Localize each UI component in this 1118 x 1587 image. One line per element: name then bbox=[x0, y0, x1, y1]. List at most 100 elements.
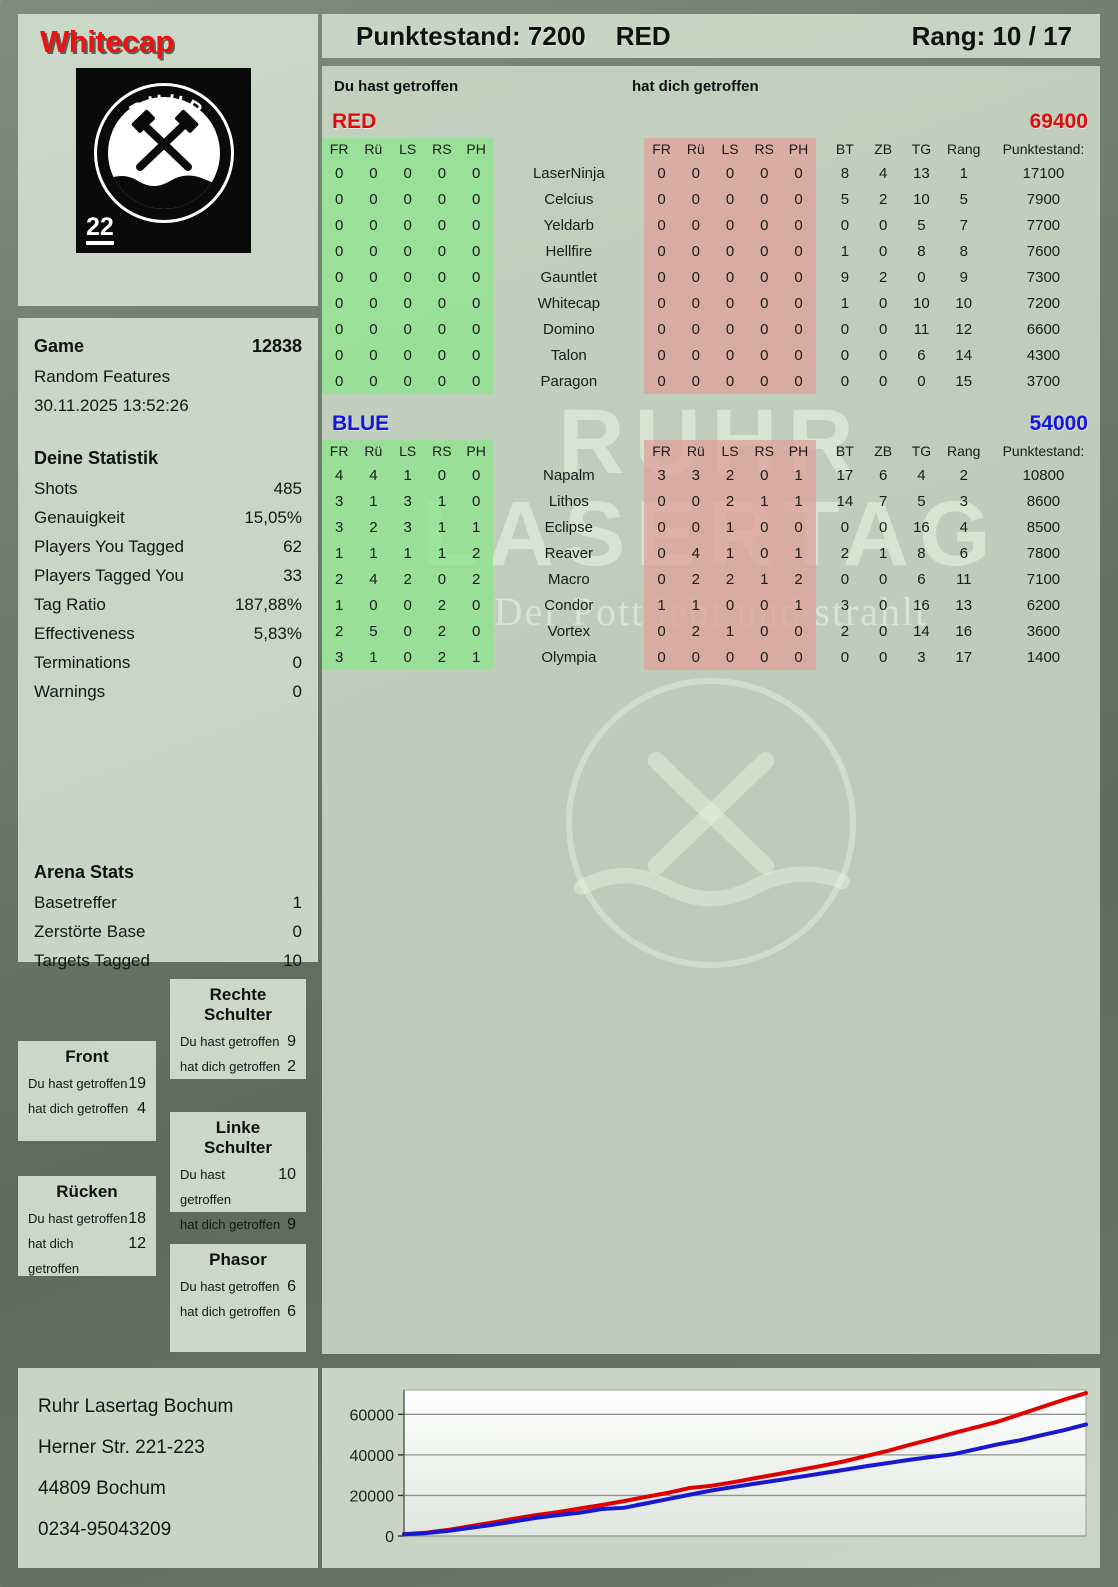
cell-taken-rü: 0 bbox=[678, 514, 713, 540]
cell-taken-rü: 2 bbox=[678, 618, 713, 644]
col-head-player bbox=[493, 440, 644, 462]
personal-stat-row: Players You Tagged 62 bbox=[34, 532, 302, 561]
zone-box-front: Front Du hast getroffen 19 hat dich getroff… bbox=[18, 1041, 156, 1141]
cell-taken-ph: 0 bbox=[781, 186, 816, 212]
cell-hit-rü: 0 bbox=[356, 212, 391, 238]
cell-zb: 0 bbox=[878, 570, 888, 588]
team-title: RED bbox=[332, 110, 377, 133]
cell-hit-fr: 0 bbox=[322, 186, 357, 212]
column-header-they-hit: hat dich getroffen bbox=[632, 78, 759, 95]
cell-hit-rü: 0 bbox=[356, 290, 391, 316]
arena-stat-value: 10 bbox=[283, 951, 302, 970]
zone-taken-value: 12 bbox=[128, 1235, 146, 1252]
cell-player-name: Macro bbox=[547, 570, 590, 588]
arena-stat-label: Zerstörte Base bbox=[34, 922, 146, 941]
cell-taken-rü: 2 bbox=[678, 566, 713, 592]
chart-ytick-label: 0 bbox=[385, 1529, 394, 1546]
cell-bt: 17 bbox=[836, 466, 854, 484]
cell-hit-ph: 1 bbox=[459, 644, 494, 670]
table-row[interactable]: 3 2 3 1 1 Eclipse 0 0 1 0 0 0 0 16 4 8500 bbox=[322, 514, 1100, 540]
table-row[interactable]: 3 1 3 1 0 Lithos 0 0 2 1 1 14 7 5 3 8600 bbox=[322, 488, 1100, 514]
table-row[interactable]: 0 0 0 0 0 LaserNinja 0 0 0 0 0 8 4 13 1 17100 bbox=[322, 160, 1100, 186]
cell-taken-ls: 0 bbox=[712, 186, 748, 212]
cell-hit-rs: 0 bbox=[424, 212, 459, 238]
table-row[interactable]: 0 0 0 0 0 Hellfire 0 0 0 0 0 1 0 8 8 7600 bbox=[322, 238, 1100, 264]
table-row[interactable]: 0 0 0 0 0 Celcius 0 0 0 0 0 5 2 10 5 7900 bbox=[322, 186, 1100, 212]
cell-hit-rs: 1 bbox=[424, 540, 459, 566]
cell-taken-fr: 0 bbox=[644, 618, 679, 644]
cell-tg: 10 bbox=[913, 294, 930, 312]
table-row[interactable]: 1 0 0 2 0 Condor 1 1 0 0 1 3 0 16 13 6200 bbox=[322, 592, 1100, 618]
cell-taken-ph: 1 bbox=[781, 488, 816, 514]
cell-tg: 6 bbox=[917, 570, 926, 588]
table-row[interactable]: 0 0 0 0 0 Paragon 0 0 0 0 0 0 0 0 15 3700 bbox=[322, 368, 1100, 394]
arena-stat-value: 0 bbox=[292, 922, 302, 941]
zone-title: Phasor bbox=[209, 1250, 267, 1269]
cell-points: 7300 bbox=[1026, 268, 1061, 286]
chart-plot-area bbox=[403, 1389, 1087, 1537]
cell-hit-rs: 2 bbox=[424, 644, 459, 670]
zone-taken-row: hat dich getroffen 12 bbox=[28, 1231, 146, 1281]
address-line-1: Ruhr Lasertag Bochum bbox=[38, 1396, 234, 1417]
zone-hit-label: Du hast getroffen bbox=[28, 1076, 128, 1091]
cell-player-name: Domino bbox=[542, 320, 595, 338]
cell-taken-rs: 0 bbox=[747, 368, 782, 394]
table-row[interactable]: 3 1 0 2 1 Olympia 0 0 0 0 0 0 0 3 17 1400 bbox=[322, 644, 1100, 670]
cell-taken-rü: 0 bbox=[678, 368, 713, 394]
cell-hit-ls: 1 bbox=[390, 462, 425, 488]
zone-taken-value: 4 bbox=[137, 1100, 146, 1117]
cell-hit-ph: 0 bbox=[459, 212, 494, 238]
cell-gap bbox=[816, 238, 826, 264]
logo-ring: RUHR LASERTAG bbox=[93, 83, 234, 224]
cell-hit-ph: 0 bbox=[459, 368, 494, 394]
personal-stat-label: Players You Tagged bbox=[34, 537, 184, 556]
col-head-hit-rü: Rü bbox=[356, 440, 391, 462]
cell-rang: 11 bbox=[955, 570, 972, 588]
cell-zb: 0 bbox=[878, 320, 888, 338]
table-row[interactable]: 0 0 0 0 0 Gauntlet 0 0 0 0 0 9 2 0 9 7300 bbox=[322, 264, 1100, 290]
cell-taken-ph: 0 bbox=[781, 290, 816, 316]
cell-taken-rü: 0 bbox=[678, 290, 713, 316]
cell-hit-rs: 0 bbox=[424, 342, 459, 368]
arena-stat-row: Zerstörte Base 0 bbox=[34, 917, 302, 946]
col-head-zb: ZB bbox=[874, 141, 893, 157]
cell-gap bbox=[816, 368, 826, 394]
cell-points: 7800 bbox=[1026, 544, 1061, 562]
cell-hit-ph: 0 bbox=[459, 618, 494, 644]
team-name: RED bbox=[615, 20, 671, 51]
scoreboard-area: RUHR LASERTAG Der Pott lebt und strahlt … bbox=[322, 66, 1100, 1354]
cell-hit-fr: 0 bbox=[322, 212, 357, 238]
cell-taken-rü: 1 bbox=[678, 592, 713, 618]
col-head-zb: ZB bbox=[874, 443, 893, 459]
cell-taken-ph: 0 bbox=[781, 368, 816, 394]
cell-taken-rs: 0 bbox=[747, 316, 782, 342]
table-row[interactable]: 0 0 0 0 0 Whitecap 0 0 0 0 0 1 0 10 10 7200 bbox=[322, 290, 1100, 316]
cell-taken-ph: 1 bbox=[781, 462, 816, 488]
cell-points: 6200 bbox=[1026, 596, 1061, 614]
table-row[interactable]: 2 4 2 0 2 Macro 0 2 2 1 2 0 0 6 11 7100 bbox=[322, 566, 1100, 592]
cell-zb: 2 bbox=[878, 268, 888, 286]
table-row[interactable]: 2 5 0 2 0 Vortex 0 2 1 0 0 2 0 14 16 3600 bbox=[322, 618, 1100, 644]
cell-tg: 8 bbox=[917, 544, 926, 562]
arena-stat-row: Basetreffer 1 bbox=[34, 888, 302, 917]
table-row[interactable]: 0 0 0 0 0 Talon 0 0 0 0 0 0 0 6 14 4300 bbox=[322, 342, 1100, 368]
cell-rang: 4 bbox=[959, 518, 968, 536]
table-row[interactable]: 0 0 0 0 0 Domino 0 0 0 0 0 0 0 11 12 6600 bbox=[322, 316, 1100, 342]
cell-rang: 12 bbox=[955, 320, 973, 338]
col-head-taken-ph: PH bbox=[781, 440, 816, 462]
personal-stat-value: 485 bbox=[273, 479, 302, 498]
cell-bt: 2 bbox=[840, 544, 850, 562]
zone-hit-row: Du hast getroffen 19 bbox=[28, 1071, 146, 1096]
cell-points: 7200 bbox=[1026, 294, 1061, 312]
table-row[interactable]: 4 4 1 0 0 Napalm 3 3 2 0 1 17 6 4 2 10800 bbox=[322, 462, 1100, 488]
cell-hit-ph: 0 bbox=[459, 264, 494, 290]
cell-bt: 14 bbox=[836, 492, 854, 510]
table-row[interactable]: 1 1 1 1 2 Reaver 0 4 1 0 1 2 1 8 6 7800 bbox=[322, 540, 1100, 566]
cell-tg: 5 bbox=[917, 216, 926, 234]
cell-taken-rü: 0 bbox=[678, 186, 713, 212]
cell-player-name: Yeldarb bbox=[543, 216, 594, 234]
cell-hit-fr: 0 bbox=[322, 238, 357, 264]
cell-hit-fr: 1 bbox=[322, 592, 357, 618]
col-head-taken-ph: PH bbox=[781, 138, 816, 160]
table-row[interactable]: 0 0 0 0 0 Yeldarb 0 0 0 0 0 0 0 5 7 7700 bbox=[322, 212, 1100, 238]
